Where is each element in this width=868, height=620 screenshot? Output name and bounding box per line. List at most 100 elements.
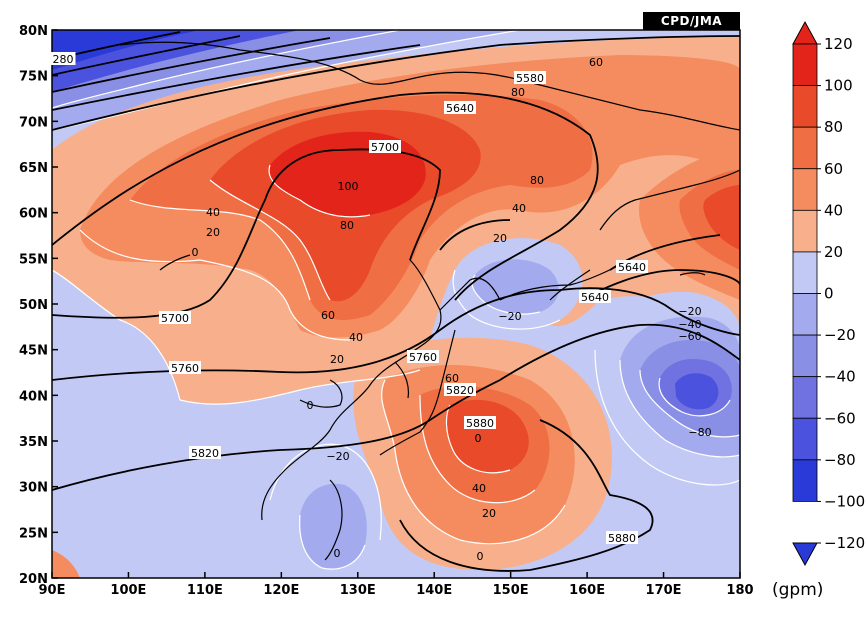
- anomaly-contour-label: 20: [482, 507, 496, 520]
- y-tick-label: 20N: [19, 572, 48, 587]
- anomaly-contour-label: 80: [511, 86, 525, 99]
- colorbar-top-arrow: [792, 20, 818, 45]
- anomaly-contour-label: 60: [589, 56, 603, 69]
- height-contour-label: 5820: [446, 384, 474, 397]
- unit-label: (gpm): [772, 580, 824, 600]
- anomaly-contour-label: 60: [445, 372, 459, 385]
- height-label-bg: [50, 52, 76, 65]
- y-tick-label: 80N: [19, 24, 48, 39]
- colorbar-label: −20: [824, 326, 856, 344]
- height-contour-label: 5700: [371, 141, 399, 154]
- colorbar-segment: [792, 43, 818, 86]
- anomaly-contour-label: −20: [498, 310, 521, 323]
- height-contour-label: 5760: [171, 362, 199, 375]
- height-contour-label: 5820: [191, 447, 219, 460]
- colorbar-segment: [792, 459, 818, 502]
- height-label-bg: [514, 71, 546, 84]
- height-label-bg: [616, 260, 648, 273]
- anomaly-contour-label: 20: [493, 232, 507, 245]
- y-tick-label: 30N: [19, 481, 48, 496]
- colorbar-label: 120: [824, 35, 853, 53]
- colorbar-label: −40: [824, 368, 856, 386]
- colorbar-segment: [792, 168, 818, 211]
- source-badge: CPD/JMA: [643, 12, 740, 30]
- colorbar-segment: [792, 417, 818, 461]
- colorbar-segment: [792, 209, 818, 253]
- anomaly-contour-label: 0: [477, 550, 484, 563]
- height-label-bg: [444, 383, 476, 396]
- y-axis: 80N 75N 70N 65N 60N 55N 50N 45N 40N 35N 30N 25N 20N: [19, 24, 58, 587]
- height-label-bg: [579, 290, 611, 303]
- colorbar-label: 80: [824, 118, 843, 136]
- height-label-bg: [369, 140, 401, 153]
- height-contour-label: 5880: [608, 532, 636, 545]
- anomaly-contour-label: 100: [338, 180, 359, 193]
- anomaly-contour-label: −60: [678, 330, 701, 343]
- height-contour-label: 5580: [516, 72, 544, 85]
- x-tick-label: 120E: [263, 583, 299, 598]
- anomaly-contour-label: −80: [688, 426, 711, 439]
- y-tick-label: 60N: [19, 207, 48, 222]
- x-tick-label: 140E: [416, 583, 452, 598]
- y-tick-label: 50N: [19, 298, 48, 313]
- anomaly-contour-label: 20: [206, 226, 220, 239]
- anomaly-contour-label: 60: [321, 309, 335, 322]
- anomaly-contour-label: 0: [192, 246, 199, 259]
- anomaly-contour-label: 40: [206, 206, 220, 219]
- y-tick-label: 25N: [19, 526, 48, 541]
- height-contour-label: 5640: [581, 291, 609, 304]
- height-contour-label: 5640: [618, 261, 646, 274]
- anomaly-contour-label: 40: [472, 482, 486, 495]
- x-axis: 90E 100E 110E 120E 130E 140E 150E 160E 170E 180: [39, 572, 754, 598]
- x-tick-label: 90E: [39, 583, 66, 598]
- shaded-field: [52, 30, 740, 578]
- y-tick-label: 65N: [19, 161, 48, 176]
- y-tick-label: 70N: [19, 115, 48, 130]
- anomaly-contour-label: 0: [475, 432, 482, 445]
- height-label-bg: [189, 446, 221, 459]
- height-label-bg: [407, 350, 439, 363]
- height-label-bg: [159, 311, 191, 324]
- x-tick-label: 110E: [187, 583, 223, 598]
- x-tick-label: 180: [726, 583, 753, 598]
- colorbar-label: 100: [824, 77, 853, 95]
- contour-labels: 5580 5640 5700 5760 5820 5880 5640 5640 5700 5760…: [50, 52, 712, 563]
- anomaly-contour-label: −20: [326, 450, 349, 463]
- colorbar-segment: [792, 376, 818, 419]
- anomaly-contour-label: −40: [678, 318, 701, 331]
- y-tick-label: 55N: [19, 252, 48, 267]
- x-tick-label: 150E: [493, 583, 529, 598]
- colorbar-segment: [792, 251, 818, 294]
- anomaly-contour-label: 40: [512, 202, 526, 215]
- height-label-bg: [169, 361, 201, 374]
- anomaly-contour-label: −20: [678, 305, 701, 318]
- height-contour-label: 5880: [466, 417, 494, 430]
- height-contour-label: 5760: [409, 351, 437, 364]
- anomaly-contour-label: 80: [340, 219, 354, 232]
- anomaly-contour-label: 80: [530, 174, 544, 187]
- y-tick-label: 75N: [19, 70, 48, 85]
- height-label-bg: [606, 531, 638, 544]
- colorbar-segment: [792, 85, 818, 128]
- height-contour-label: 280: [53, 53, 74, 66]
- colorbar-label: −60: [824, 409, 856, 427]
- colorbar-segment: [792, 293, 818, 336]
- colorbar-segment: [792, 126, 818, 170]
- height-contour-label: 5640: [446, 102, 474, 115]
- x-tick-label: 160E: [569, 583, 605, 598]
- y-tick-label: 40N: [19, 389, 48, 404]
- x-tick-label: 170E: [646, 583, 682, 598]
- colorbar-bottom-arrow: [792, 542, 818, 567]
- colorbar-label: 0: [824, 285, 834, 303]
- x-tick-label: 130E: [340, 583, 376, 598]
- colorbar-label: 20: [824, 243, 843, 261]
- height-contour-label: 5700: [161, 312, 189, 325]
- anomaly-contours: [52, 30, 740, 570]
- y-tick-label: 35N: [19, 435, 48, 450]
- x-tick-label: 100E: [110, 583, 146, 598]
- colorbar-label: −100: [824, 492, 865, 510]
- height-label-bg: [464, 416, 496, 429]
- anomaly-contour-label: 0: [307, 399, 314, 412]
- colorbar-label: −120: [824, 534, 865, 552]
